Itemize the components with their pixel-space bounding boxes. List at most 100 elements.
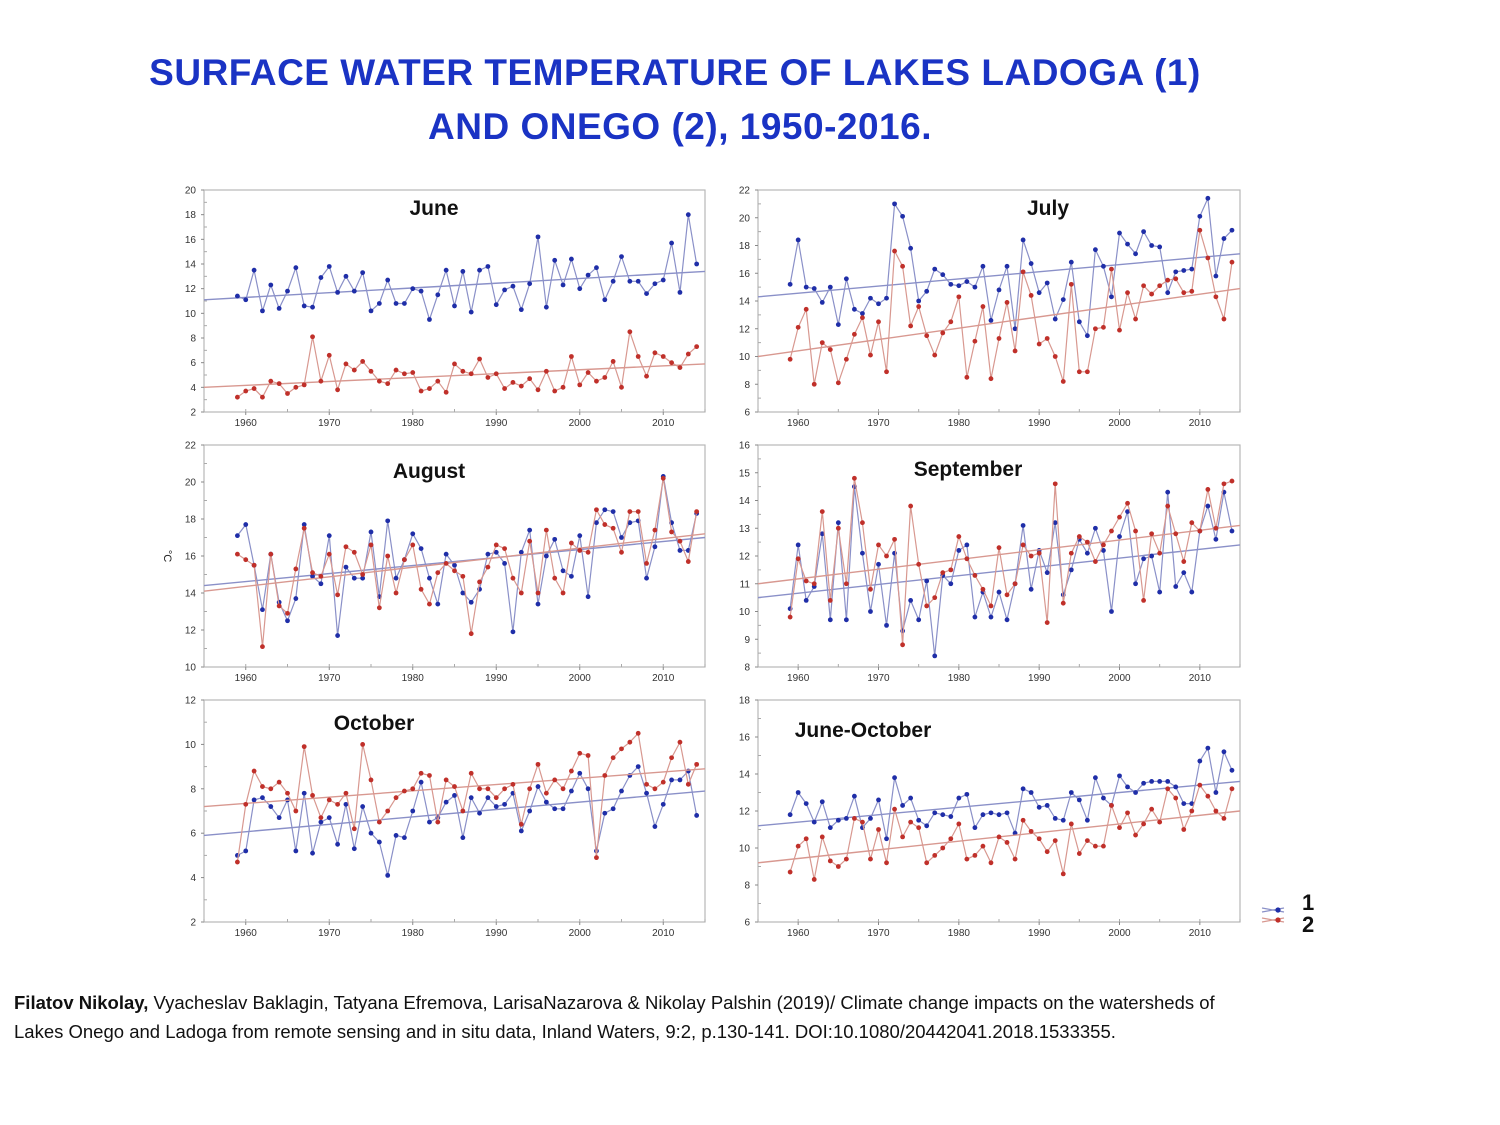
data-point-onego	[940, 570, 946, 576]
data-point-ladoga	[577, 286, 583, 292]
data-point-onego	[518, 821, 524, 827]
panel-september: 8 9 10 11 12 13 14 15 16 1960 1970 1980 1990 2000 2010…	[710, 437, 1260, 692]
series-line-onego	[789, 478, 1233, 645]
data-point-ladoga	[795, 790, 801, 795]
data-point-ladoga	[493, 302, 499, 308]
data-point-onego	[1076, 851, 1082, 856]
data-point-onego	[652, 350, 658, 356]
data-point-onego	[402, 371, 407, 377]
data-point-ladoga	[585, 594, 591, 600]
data-point-onego	[435, 378, 441, 384]
data-point-ladoga	[1109, 294, 1114, 300]
data-point-onego	[694, 344, 700, 350]
y-tick-label: 2	[190, 408, 196, 419]
data-point-onego	[594, 507, 599, 513]
data-point-ladoga	[884, 622, 889, 628]
data-point-ladoga	[1165, 779, 1171, 784]
y-tick-label: 12	[185, 696, 197, 707]
chart-june-october: 6 8 10 12 14 16 18 1960 1970 1980 1990 2000 2010 June…	[739, 696, 1241, 939]
data-point-onego	[243, 801, 249, 807]
data-point-ladoga	[1197, 213, 1203, 219]
citation-authors-rest: Vyacheslav Baklagin, Tatyana Efremova, L…	[148, 992, 1215, 1013]
panel-title-september: September	[914, 458, 1023, 481]
data-point-onego	[460, 573, 466, 579]
data-point-ladoga	[560, 282, 566, 288]
data-point-onego	[552, 575, 558, 581]
y-tick-label: 16	[185, 235, 197, 246]
data-point-ladoga	[843, 617, 849, 623]
data-point-ladoga	[1173, 584, 1179, 589]
data-point-ladoga	[485, 795, 491, 801]
data-point-onego	[852, 816, 857, 821]
data-point-ladoga	[677, 548, 683, 553]
chart-title-line-2: AND ONEGO (2), 1950-2016.	[428, 106, 932, 147]
plot-frame	[757, 699, 1241, 923]
data-point-ladoga	[1004, 617, 1010, 623]
data-point-onego	[310, 570, 315, 576]
data-point-ladoga	[1133, 581, 1138, 587]
data-point-onego	[477, 579, 482, 585]
data-point-ladoga	[1093, 247, 1098, 253]
chart-june: 2 4 6 8 10 12 14 16 18 20 1960 1970 1980 1990 2000 2010…	[185, 186, 706, 429]
data-point-onego	[1141, 283, 1146, 289]
data-point-onego	[852, 331, 857, 337]
data-point-ladoga	[948, 814, 954, 819]
data-point-ladoga	[427, 575, 432, 581]
data-point-ladoga	[884, 295, 889, 301]
series-onego-july	[757, 227, 1241, 387]
data-point-onego	[1068, 821, 1074, 827]
data-point-ladoga	[1157, 589, 1163, 595]
data-point-ladoga	[360, 804, 366, 809]
y-tick-label: 18	[185, 515, 197, 526]
data-point-onego	[1197, 782, 1203, 788]
data-point-onego	[493, 371, 499, 377]
data-point-ladoga	[884, 836, 889, 842]
chart-september: 8 9 10 11 12 13 14 15 16 1960 1970 1980 1990 2000 2010…	[739, 441, 1241, 684]
series-onego-october	[203, 730, 706, 865]
data-point-onego	[988, 603, 994, 609]
data-point-ladoga	[1133, 790, 1138, 795]
data-point-ladoga	[293, 265, 299, 271]
data-point-ladoga	[243, 297, 249, 303]
data-point-ladoga	[1213, 273, 1219, 279]
data-point-ladoga	[418, 779, 424, 785]
x-tick-label: 2010	[1189, 673, 1212, 684]
data-point-onego	[594, 855, 599, 861]
data-point-onego	[301, 382, 307, 388]
data-point-ladoga	[285, 288, 290, 294]
data-point-onego	[569, 354, 574, 359]
data-point-ladoga	[972, 825, 978, 831]
data-point-onego	[326, 352, 332, 358]
data-point-ladoga	[1189, 589, 1195, 595]
data-point-ladoga	[569, 573, 574, 579]
data-point-ladoga	[326, 533, 332, 539]
data-point-ladoga	[932, 810, 938, 816]
data-point-onego	[535, 387, 541, 393]
y-tick-label: 8	[744, 881, 750, 892]
legend: 1 2	[1258, 890, 1338, 940]
x-tick-label: 1960	[787, 928, 810, 939]
data-point-ladoga	[1101, 795, 1106, 801]
data-point-onego	[924, 603, 930, 609]
data-point-ladoga	[644, 790, 649, 796]
plot-frame	[203, 189, 706, 413]
x-tick-label: 2000	[569, 673, 592, 684]
y-tick-label: 16	[739, 733, 751, 744]
data-point-onego	[543, 527, 549, 533]
data-point-onego	[276, 381, 282, 387]
data-point-ladoga	[351, 846, 357, 852]
data-point-ladoga	[876, 797, 881, 803]
x-tick-label: 1970	[867, 673, 890, 684]
data-point-ladoga	[996, 812, 1002, 818]
panel-august: 10 12 14 16 18 20 22 1960 1970 1980 1990 2000 2010 °C…	[150, 437, 720, 692]
data-point-onego	[884, 369, 889, 375]
data-point-ladoga	[376, 301, 382, 306]
data-point-ladoga	[543, 553, 549, 559]
data-point-onego	[251, 386, 257, 391]
panel-title-october: October	[334, 712, 415, 735]
data-point-ladoga	[385, 518, 391, 524]
data-point-ladoga	[948, 281, 954, 287]
data-point-ladoga	[1004, 263, 1010, 269]
data-point-onego	[644, 373, 649, 379]
series-onego-august	[203, 475, 706, 650]
